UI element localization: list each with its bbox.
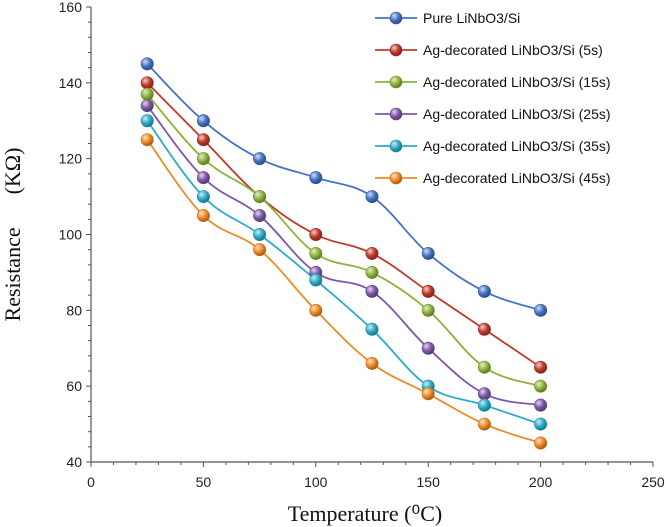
data-point	[477, 387, 491, 401]
legend: Pure LiNbO3/Si Ag-decorated LiNbO3/Si (5s…	[375, 10, 611, 186]
y-tick-label: 60	[66, 378, 82, 394]
data-point	[534, 398, 548, 412]
y-tick-label: 140	[59, 75, 83, 91]
data-point	[253, 228, 267, 242]
series-line	[146, 63, 541, 312]
legend-label: Ag-decorated LiNbO3/Si (5s)	[423, 42, 603, 58]
data-point	[196, 190, 210, 204]
legend-label: Ag-decorated LiNbO3/Si (35s)	[423, 138, 611, 154]
legend-marker	[389, 75, 403, 89]
series-points	[140, 57, 548, 450]
legend-marker	[389, 11, 403, 25]
data-point	[196, 209, 210, 223]
data-point	[365, 265, 379, 279]
legend-marker	[389, 43, 403, 57]
x-axis-title: Temperature (⁰C)	[288, 501, 442, 526]
data-point	[309, 171, 323, 185]
data-point	[140, 99, 154, 113]
data-point	[140, 114, 154, 128]
legend-label: Ag-decorated LiNbO3/Si (25s)	[423, 106, 611, 122]
legend-item: Ag-decorated LiNbO3/Si (45s)	[375, 170, 611, 186]
data-point	[196, 171, 210, 185]
data-point	[140, 57, 154, 71]
data-point	[365, 284, 379, 298]
data-point	[309, 246, 323, 260]
data-point	[365, 190, 379, 204]
data-point	[309, 273, 323, 287]
legend-item: Ag-decorated LiNbO3/Si (5s)	[375, 42, 603, 58]
data-point	[140, 133, 154, 147]
y-tick-label: 40	[66, 454, 82, 470]
y-tick-label: 100	[59, 227, 83, 243]
data-point	[253, 190, 267, 204]
data-point	[365, 356, 379, 370]
data-point	[477, 417, 491, 431]
data-point	[477, 398, 491, 412]
data-point	[534, 303, 548, 317]
data-point	[196, 114, 210, 128]
data-point	[421, 246, 435, 260]
y-axis-title: Resistance (KΩ)	[0, 148, 25, 322]
x-tick-label: 250	[641, 474, 665, 490]
x-tick-label: 200	[529, 474, 553, 490]
data-point	[534, 436, 548, 450]
data-point	[534, 379, 548, 393]
data-point	[365, 322, 379, 336]
data-point	[196, 152, 210, 166]
data-point	[534, 360, 548, 374]
y-tick-label: 80	[66, 302, 82, 318]
legend-label: Ag-decorated LiNbO3/Si (45s)	[423, 170, 611, 186]
data-point	[421, 303, 435, 317]
x-tick-label: 100	[304, 474, 328, 490]
x-tick-label: 0	[87, 474, 95, 490]
legend-item: Ag-decorated LiNbO3/Si (15s)	[375, 74, 611, 90]
x-tick-label: 150	[417, 474, 441, 490]
data-point	[309, 303, 323, 317]
data-point	[309, 228, 323, 242]
legend-marker	[389, 139, 403, 153]
data-point	[196, 133, 210, 147]
data-point	[421, 284, 435, 298]
legend-marker	[389, 107, 403, 121]
axes: 40 60 80 100 120 140 160 0 50 100 150 200 250	[59, 0, 665, 490]
data-point	[477, 322, 491, 336]
data-point	[421, 387, 435, 401]
y-tick-label: 120	[59, 151, 83, 167]
y-tick-label: 160	[59, 0, 83, 15]
legend-item: Ag-decorated LiNbO3/Si (35s)	[375, 138, 611, 154]
legend-marker	[389, 171, 403, 185]
data-point	[140, 76, 154, 90]
data-point	[253, 243, 267, 257]
legend-item: Pure LiNbO3/Si	[375, 10, 520, 26]
data-point	[140, 87, 154, 101]
data-point	[477, 284, 491, 298]
data-point	[534, 417, 548, 431]
data-point	[421, 341, 435, 355]
legend-item: Ag-decorated LiNbO3/Si (25s)	[375, 106, 611, 122]
x-tick-label: 50	[196, 474, 212, 490]
data-point	[253, 152, 267, 166]
series-line	[146, 120, 541, 425]
legend-label: Ag-decorated LiNbO3/Si (15s)	[423, 74, 611, 90]
data-point	[477, 360, 491, 374]
data-point	[253, 209, 267, 223]
data-point	[365, 246, 379, 260]
legend-label: Pure LiNbO3/Si	[423, 10, 520, 26]
